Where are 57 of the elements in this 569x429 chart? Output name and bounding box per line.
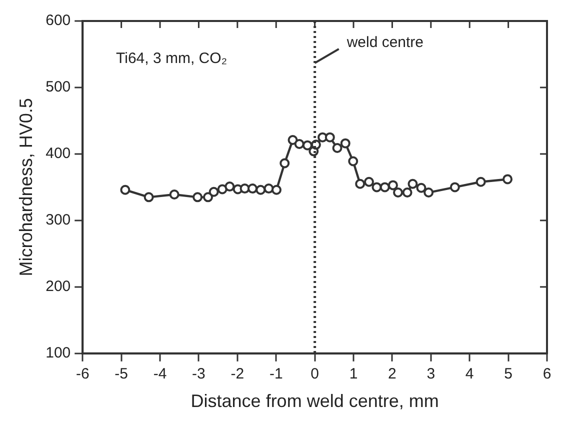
- point: [364, 176, 374, 187]
- point: [393, 188, 404, 198]
- point: [388, 180, 398, 190]
- x-axis-title: Distance from weld centre, mm: [190, 391, 439, 412]
- ref-line-label: weld centre: [346, 34, 424, 52]
- point: [192, 192, 203, 202]
- point: [144, 192, 154, 202]
- x-tick-label: -5: [114, 366, 128, 383]
- point: [476, 176, 486, 187]
- point: [402, 188, 412, 198]
- x-tick-label: -3: [192, 366, 206, 383]
- point: [272, 184, 282, 195]
- point: [340, 138, 350, 148]
- point: [203, 192, 214, 202]
- point: [264, 184, 274, 194]
- point: [208, 186, 219, 197]
- y-tick-label: 500: [46, 78, 71, 96]
- y-tick-label: 200: [46, 278, 71, 296]
- point: [302, 140, 312, 150]
- point: [372, 182, 382, 192]
- point: [380, 182, 390, 192]
- y-tick-label: 100: [46, 344, 71, 362]
- point: [288, 135, 298, 145]
- x-tick-label: -2: [230, 366, 244, 383]
- y-axis-title: Microhardness, HV0.5: [16, 98, 36, 276]
- x-tick-label: 5: [504, 366, 512, 383]
- x-tick-label: -4: [153, 366, 167, 383]
- point: [424, 188, 434, 198]
- point: [294, 138, 304, 149]
- annotation: Ti64, 3 mm, CO₂: [116, 50, 228, 67]
- x-tick-label: 4: [465, 366, 474, 383]
- x-tick-label: 0: [310, 366, 319, 383]
- point: [217, 184, 228, 194]
- point: [324, 132, 335, 142]
- x-tick-label: -6: [76, 366, 90, 383]
- point: [416, 182, 426, 193]
- point: [280, 158, 290, 168]
- point: [450, 182, 460, 192]
- point: [248, 184, 258, 194]
- x-tick-label: 2: [388, 366, 396, 383]
- point: [348, 156, 358, 166]
- point: [256, 184, 266, 195]
- point: [120, 184, 130, 195]
- y-tick-label: 600: [46, 12, 71, 30]
- point: [355, 178, 366, 189]
- point: [502, 174, 513, 184]
- x-tick-label: 1: [349, 366, 358, 383]
- x-tick-label: 6: [542, 366, 552, 383]
- x-tick-label: 3: [426, 366, 436, 383]
- point: [332, 142, 342, 153]
- y-tick-label: 400: [46, 145, 71, 162]
- y-tick-label: 300: [46, 212, 71, 229]
- point: [224, 182, 235, 192]
- point: [408, 178, 418, 189]
- point: [169, 190, 180, 200]
- x-tick-label: -1: [269, 366, 283, 383]
- point: [240, 184, 250, 194]
